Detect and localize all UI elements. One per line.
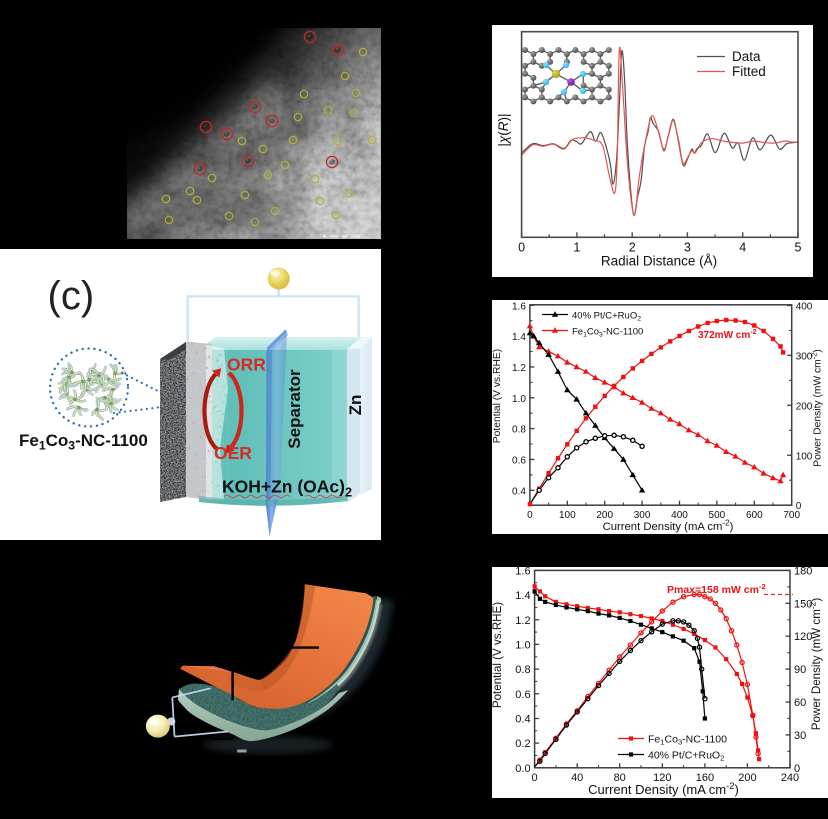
svg-text:240: 240 xyxy=(781,772,799,784)
svg-text:Fe1Co3-NC-1100: Fe1Co3-NC-1100 xyxy=(19,431,148,453)
svg-text:40% Pt/C+RuO2: 40% Pt/C+RuO2 xyxy=(648,749,724,762)
svg-text:(c): (c) xyxy=(48,274,95,318)
svg-text:1.4: 1.4 xyxy=(515,590,530,602)
svg-text:0.4: 0.4 xyxy=(515,714,530,726)
svg-text:180: 180 xyxy=(794,567,812,577)
svg-text:1.2: 1.2 xyxy=(512,363,526,374)
svg-text:2: 2 xyxy=(629,240,636,254)
svg-text:120: 120 xyxy=(653,772,671,784)
svg-text:300: 300 xyxy=(796,351,813,362)
svg-text:1.2: 1.2 xyxy=(515,615,530,627)
svg-text:KOH+Zn (OAc)2: KOH+Zn (OAc)2 xyxy=(222,477,352,500)
svg-text:1.6: 1.6 xyxy=(515,567,530,577)
svg-text:40: 40 xyxy=(571,772,583,784)
svg-text:200: 200 xyxy=(738,772,756,784)
svg-text:500: 500 xyxy=(709,510,726,521)
svg-text:400: 400 xyxy=(796,302,813,313)
svg-text:5: 5 xyxy=(795,240,802,254)
svg-text:0.6: 0.6 xyxy=(512,456,526,467)
svg-text:0.6: 0.6 xyxy=(515,689,530,701)
svg-text:120: 120 xyxy=(794,631,812,643)
svg-text:Fitted: Fitted xyxy=(732,64,766,79)
svg-text:80: 80 xyxy=(614,772,626,784)
svg-text:1.0: 1.0 xyxy=(515,639,530,651)
svg-text:40% Pt/C+RuO2: 40% Pt/C+RuO2 xyxy=(572,310,641,322)
svg-text:700: 700 xyxy=(783,510,800,521)
svg-text:Separator: Separator xyxy=(285,369,304,449)
svg-text:150: 150 xyxy=(794,598,812,610)
svg-text:Current Density (mA cm-2): Current Density (mA cm-2) xyxy=(603,519,734,533)
svg-text:1.6: 1.6 xyxy=(512,301,526,312)
svg-text:90: 90 xyxy=(794,664,806,676)
svg-text:3: 3 xyxy=(684,240,691,254)
svg-text:OER: OER xyxy=(214,443,252,463)
svg-text:0: 0 xyxy=(518,240,525,254)
svg-text:200: 200 xyxy=(796,401,813,412)
svg-text:Power Density (mW cm-2): Power Density (mW cm-2) xyxy=(808,598,823,731)
svg-text:400: 400 xyxy=(671,510,688,521)
svg-text:1.4: 1.4 xyxy=(512,332,526,343)
svg-text:Current Density (mA cm-2): Current Density (mA cm-2) xyxy=(588,780,739,797)
svg-text:600: 600 xyxy=(746,510,763,521)
svg-text:0.2: 0.2 xyxy=(515,738,530,750)
svg-text:Fe1Co3-NC-1100: Fe1Co3-NC-1100 xyxy=(648,733,727,746)
svg-text:Data: Data xyxy=(732,49,761,64)
svg-text:100: 100 xyxy=(796,451,813,462)
svg-text:30: 30 xyxy=(794,730,806,742)
svg-text:60: 60 xyxy=(794,697,806,709)
svg-text:0: 0 xyxy=(796,501,802,512)
svg-text:0.8: 0.8 xyxy=(512,425,526,436)
svg-text:Potential (V vs.RHE): Potential (V vs.RHE) xyxy=(492,602,504,708)
svg-text:0: 0 xyxy=(527,510,533,521)
svg-text:Pmax=158 mW cm-2: Pmax=158 mW cm-2 xyxy=(667,582,766,596)
svg-text:Power Density (mW cm-2): Power Density (mW cm-2) xyxy=(810,349,824,467)
svg-text:4: 4 xyxy=(739,240,746,254)
svg-text:Potential (V vs.RHE): Potential (V vs.RHE) xyxy=(492,349,503,443)
svg-text:0: 0 xyxy=(532,772,538,784)
svg-text:1.0: 1.0 xyxy=(512,394,526,405)
svg-text:1: 1 xyxy=(573,240,580,254)
svg-text:372mW cm-2: 372mW cm-2 xyxy=(698,327,757,341)
svg-text:160: 160 xyxy=(696,772,714,784)
svg-text:300: 300 xyxy=(634,510,651,521)
svg-text:0.8: 0.8 xyxy=(515,664,530,676)
svg-text:ORR: ORR xyxy=(227,355,266,375)
svg-text:100: 100 xyxy=(559,510,576,521)
svg-text:Zn: Zn xyxy=(346,395,365,416)
svg-text:Radial Distance (Å): Radial Distance (Å) xyxy=(601,254,717,269)
svg-text:|χ(R)|: |χ(R)| xyxy=(496,113,511,146)
svg-text:Fe1Co3-NC-1100: Fe1Co3-NC-1100 xyxy=(572,326,643,338)
svg-text:0.4: 0.4 xyxy=(512,486,526,497)
svg-text:200: 200 xyxy=(596,510,613,521)
svg-text:0: 0 xyxy=(794,763,800,775)
svg-text:0.0: 0.0 xyxy=(515,763,530,775)
